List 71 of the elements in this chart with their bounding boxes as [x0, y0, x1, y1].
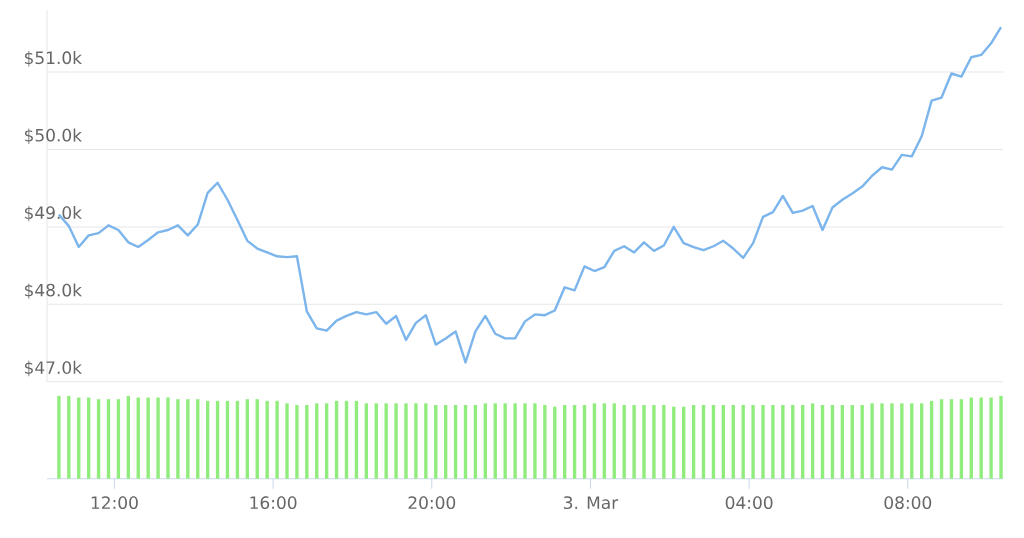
y-tick-label: $47.0k	[24, 360, 82, 377]
bar	[96, 399, 101, 479]
bar	[186, 399, 190, 479]
bar	[176, 399, 180, 479]
bar	[890, 403, 894, 479]
bar	[642, 404, 646, 479]
bar	[166, 397, 170, 479]
bar	[810, 403, 815, 479]
bar	[67, 395, 71, 479]
y-tick-label: $48.0k	[24, 283, 82, 299]
bar	[265, 400, 269, 479]
bar	[493, 403, 497, 479]
bar	[374, 403, 378, 479]
bar	[295, 404, 299, 479]
bar	[503, 403, 507, 479]
bar	[761, 404, 765, 479]
bar	[424, 403, 428, 479]
bar	[523, 403, 527, 479]
bar	[156, 397, 160, 479]
bar	[949, 399, 954, 479]
bar	[751, 404, 755, 479]
bar	[920, 403, 924, 479]
bar	[870, 403, 874, 479]
y-tick-label: $49.0k	[24, 205, 82, 222]
bar	[771, 404, 775, 479]
bar	[900, 403, 904, 479]
bar	[285, 403, 289, 479]
bar	[999, 395, 1003, 479]
x-tick-label: 04:00	[725, 496, 773, 510]
bar	[662, 404, 666, 479]
bar	[404, 403, 408, 479]
x-tick-label: 12:00	[91, 496, 138, 510]
bar	[652, 404, 656, 479]
bar	[543, 404, 547, 479]
y-tick-label: $50.0k	[24, 128, 82, 144]
x-tick-label: 20:00	[408, 496, 456, 510]
bar	[910, 403, 914, 479]
bar	[196, 399, 200, 479]
bar	[255, 399, 259, 479]
y-tick-label: $51.0k	[24, 51, 82, 67]
bar	[880, 403, 884, 479]
bar	[622, 404, 626, 479]
bar	[781, 404, 785, 479]
x-tick-label: 3. Mar	[564, 496, 619, 510]
bar	[324, 403, 329, 479]
bar	[483, 403, 488, 479]
bar	[57, 395, 61, 479]
bar	[592, 403, 597, 479]
bar	[315, 403, 319, 479]
x-tick-label: 08:00	[884, 496, 932, 510]
bar	[146, 397, 150, 479]
bar	[602, 403, 607, 479]
bar	[384, 403, 388, 479]
bar	[860, 404, 864, 479]
bar	[533, 403, 537, 479]
bar	[989, 397, 993, 479]
bar	[414, 403, 418, 479]
bar	[106, 399, 111, 479]
bar	[741, 404, 745, 479]
x-tick-label: 16:00	[250, 496, 297, 510]
bar	[305, 404, 309, 479]
bar	[959, 399, 964, 479]
bar	[364, 403, 369, 479]
bar	[612, 403, 616, 479]
bar	[245, 399, 250, 479]
bar	[275, 400, 279, 479]
bar	[632, 404, 636, 479]
bar	[513, 403, 517, 479]
bar	[939, 399, 944, 479]
bar	[394, 403, 398, 479]
bar	[116, 399, 121, 479]
